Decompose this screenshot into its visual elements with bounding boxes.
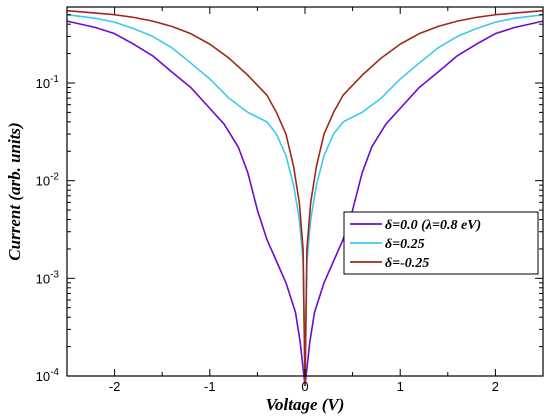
ticks-layer bbox=[66, 7, 544, 377]
labels-layer: -2 -1 0 1 2 10-4 10-3 10-2 10-1 Voltage (V) Curren… bbox=[5, 74, 499, 414]
legend-entry-2: δ=-0.25 bbox=[385, 256, 429, 271]
y-tick-label: 10-2 bbox=[36, 172, 60, 189]
legend-entry-1: δ=0.25 bbox=[385, 237, 425, 252]
legend: δ=0.0 (λ=0.8 eV) δ=0.25 δ=-0.25 bbox=[343, 211, 539, 275]
legend-entry-0: δ=0.0 (λ=0.8 eV) bbox=[385, 218, 481, 233]
curves-layer bbox=[66, 9, 544, 387]
x-tick-label: 2 bbox=[492, 379, 499, 394]
x-axis-label: Voltage (V) bbox=[266, 395, 345, 414]
y-tick-label: 10-1 bbox=[36, 74, 60, 91]
x-tick-label: 1 bbox=[397, 379, 404, 394]
x-tick-label: 0 bbox=[301, 379, 308, 394]
series-line-2 bbox=[66, 9, 544, 387]
y-tick-label: 10-4 bbox=[36, 367, 60, 384]
x-tick-label: -2 bbox=[109, 379, 121, 394]
y-axis-label: Current (arb. units) bbox=[5, 122, 24, 260]
y-tick-label: 10-3 bbox=[36, 269, 60, 286]
x-tick-label: -1 bbox=[204, 379, 216, 394]
plot-frame bbox=[66, 6, 544, 377]
